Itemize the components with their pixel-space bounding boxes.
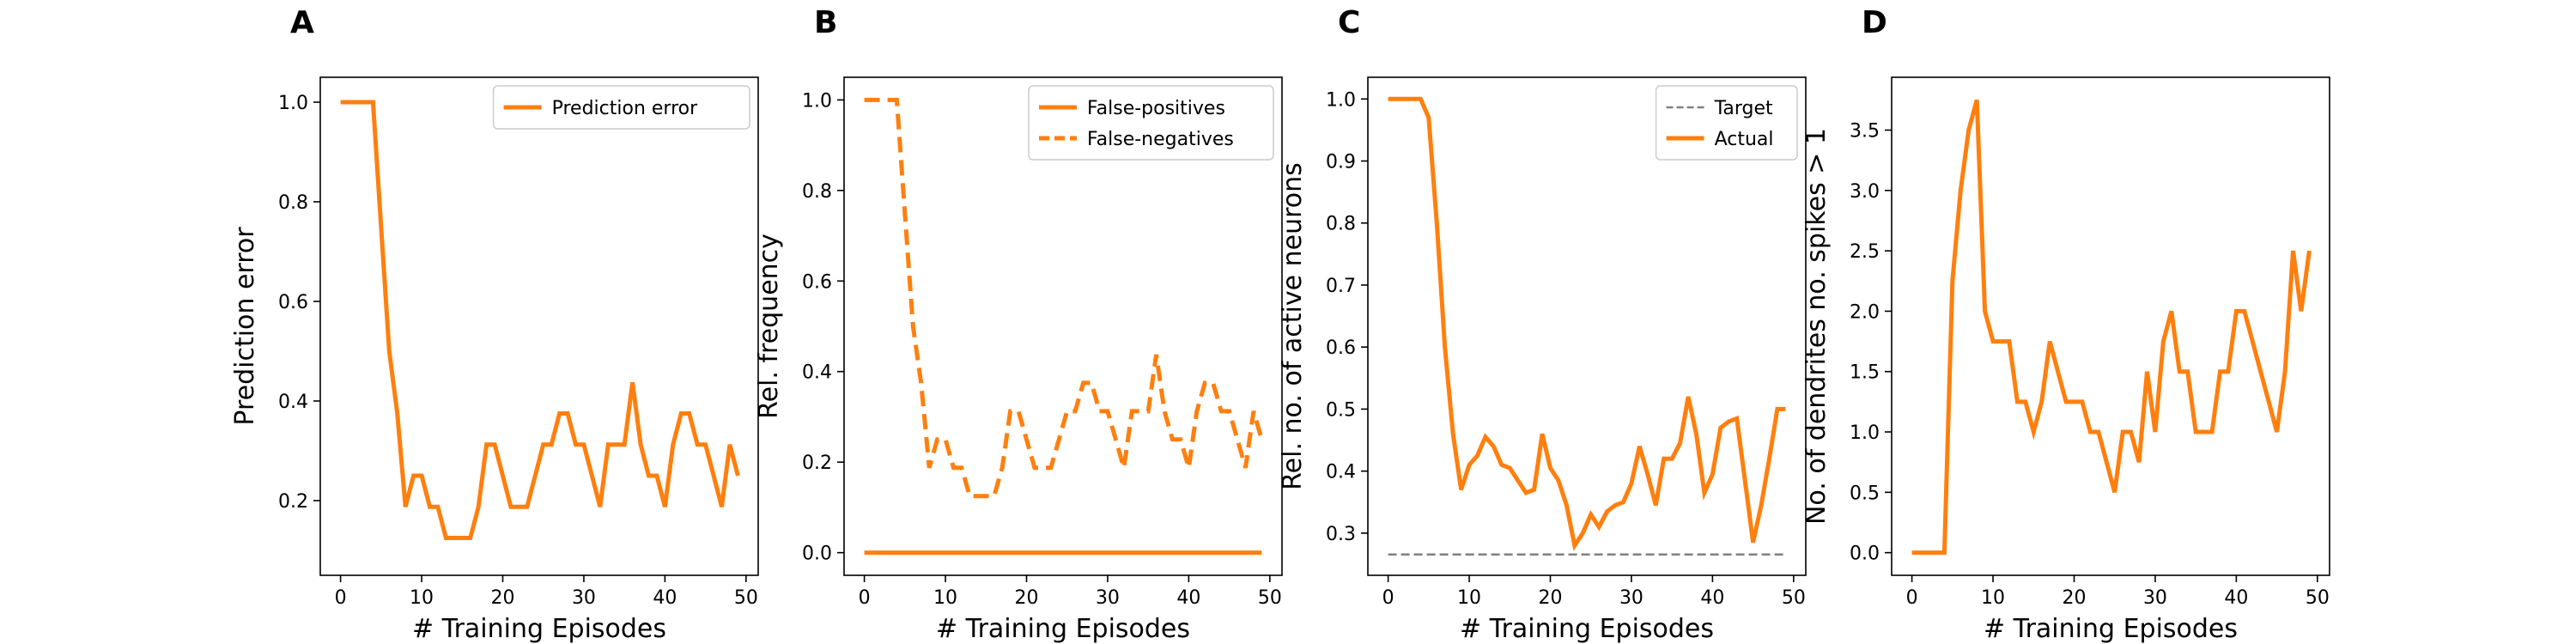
x-tick-label: 50 xyxy=(1782,587,1806,609)
x-tick-label: 20 xyxy=(1539,587,1563,609)
x-tick-label: 20 xyxy=(491,587,515,609)
y-tick-label: 0.8 xyxy=(802,181,832,203)
x-tick-label: 10 xyxy=(933,587,957,609)
x-tick-label: 50 xyxy=(2306,587,2330,609)
legend-frame xyxy=(1655,85,1798,161)
y-tick-label: 0.4 xyxy=(278,392,308,413)
x-axis-label: # Training Episodes xyxy=(1984,614,2238,644)
legend-label: False-positives xyxy=(1087,98,1225,119)
x-tick-label: 30 xyxy=(1096,587,1120,609)
y-tick-label: 0.6 xyxy=(278,292,308,313)
x-axis-label: # Training Episodes xyxy=(1460,614,1714,644)
y-tick-label: 0.0 xyxy=(1850,544,1880,565)
x-tick-label: 20 xyxy=(2063,587,2087,609)
legend-frame xyxy=(492,85,750,130)
legend: Prediction error xyxy=(492,85,750,130)
x-tick-label: 10 xyxy=(1981,587,2005,609)
x-tick-label: 20 xyxy=(1015,587,1039,609)
y-tick-label: 0.4 xyxy=(1326,462,1356,483)
x-tick-label: 40 xyxy=(1700,587,1724,609)
y-tick-label: 0.9 xyxy=(1326,152,1356,173)
panel-d: D 0 10 20 30 40 50 0.0 0.5 1.0 1.5 2.0 2.5 3.0 3.5 # Tr… xyxy=(1801,5,2330,644)
axes-frame xyxy=(843,76,1283,576)
series-line-actual xyxy=(1388,96,1786,551)
panel-letter: D xyxy=(1862,5,1887,40)
x-tick-label: 50 xyxy=(1258,587,1282,609)
panel-letter: C xyxy=(1338,5,1360,40)
y-tick-label: 0.8 xyxy=(278,192,308,214)
legend-frame xyxy=(1028,85,1274,161)
y-tick-label: 0.4 xyxy=(802,362,832,384)
x-axis-label: # Training Episodes xyxy=(412,614,666,644)
y-axis-label: Prediction error xyxy=(230,227,260,426)
legend-label: Actual xyxy=(1715,129,1774,150)
x-tick-label: 0 xyxy=(1906,587,1918,609)
x-tick-label: 40 xyxy=(653,587,677,609)
axes-frame xyxy=(1367,76,1807,576)
x-tick-label: 10 xyxy=(410,587,434,609)
x-tick-label: 40 xyxy=(2224,587,2248,609)
x-tick-label: 30 xyxy=(1619,587,1643,609)
x-tick-label: 0 xyxy=(1382,587,1394,609)
x-tick-label: 30 xyxy=(572,587,596,609)
y-tick-label: 0.6 xyxy=(802,271,832,293)
panel-letter: A xyxy=(290,5,314,40)
x-tick-label: 0 xyxy=(859,587,871,609)
y-tick-label: 0.6 xyxy=(1326,337,1356,359)
series-line-prediction-error xyxy=(340,100,740,540)
y-tick-label: 2.0 xyxy=(1850,301,1880,323)
y-tick-label: 0.2 xyxy=(278,491,308,513)
y-tick-label: 0.3 xyxy=(1326,524,1356,545)
y-tick-label: 2.5 xyxy=(1850,241,1880,263)
y-tick-label: 1.0 xyxy=(802,90,832,112)
legend-label: Target xyxy=(1714,98,1773,119)
y-tick-label: 0.7 xyxy=(1326,276,1356,297)
y-axis-label: Rel. frequency xyxy=(754,234,784,419)
x-tick-label: 50 xyxy=(734,587,758,609)
y-axis-label: Rel. no. of active neurons xyxy=(1278,162,1308,490)
panel-letter: B xyxy=(814,5,837,40)
y-tick-label: 3.0 xyxy=(1850,181,1880,203)
x-tick-label: 30 xyxy=(2143,587,2167,609)
axes-frame xyxy=(1891,76,2330,576)
y-tick-label: 1.0 xyxy=(1850,422,1880,444)
legend-label: Prediction error xyxy=(552,98,698,119)
y-tick-label: 1.5 xyxy=(1850,362,1880,384)
y-tick-label: 3.5 xyxy=(1850,121,1880,143)
y-tick-label: 0.5 xyxy=(1850,483,1880,504)
legend-label: False-negatives xyxy=(1087,129,1234,150)
y-axis-label: No. of dendrites no. spikes > 1 xyxy=(1801,128,1832,525)
x-axis-label: # Training Episodes xyxy=(936,614,1190,644)
series-line-false-negatives xyxy=(864,97,1264,499)
x-tick-label: 0 xyxy=(335,587,347,609)
y-tick-label: 0.0 xyxy=(802,544,832,565)
series-line-data xyxy=(1911,99,2312,556)
x-tick-label: 40 xyxy=(1176,587,1200,609)
panel-c: C 0 10 20 30 40 50 0.3 0.4 0.5 0.6 0.7 0.8 0.9 1.0 # Tr… xyxy=(1278,5,1807,644)
y-tick-label: 0.2 xyxy=(802,453,832,474)
legend: Target Actual xyxy=(1655,85,1798,161)
y-tick-label: 1.0 xyxy=(278,93,308,114)
x-tick-label: 10 xyxy=(1457,587,1481,609)
legend: False-positives False-negatives xyxy=(1028,85,1274,161)
y-tick-label: 0.8 xyxy=(1326,214,1356,235)
y-tick-label: 1.0 xyxy=(1326,89,1356,111)
panel-b: B 0 10 20 30 40 50 0.0 0.2 0.4 0.6 0.8 1.0 # Training… xyxy=(754,5,1283,644)
panel-a: A 0 10 20 30 40 50 0.2 0.4 0.6 0.8 1.0 # Training Ep… xyxy=(230,5,759,644)
axes-frame xyxy=(319,76,759,576)
y-tick-label: 0.5 xyxy=(1326,399,1356,421)
